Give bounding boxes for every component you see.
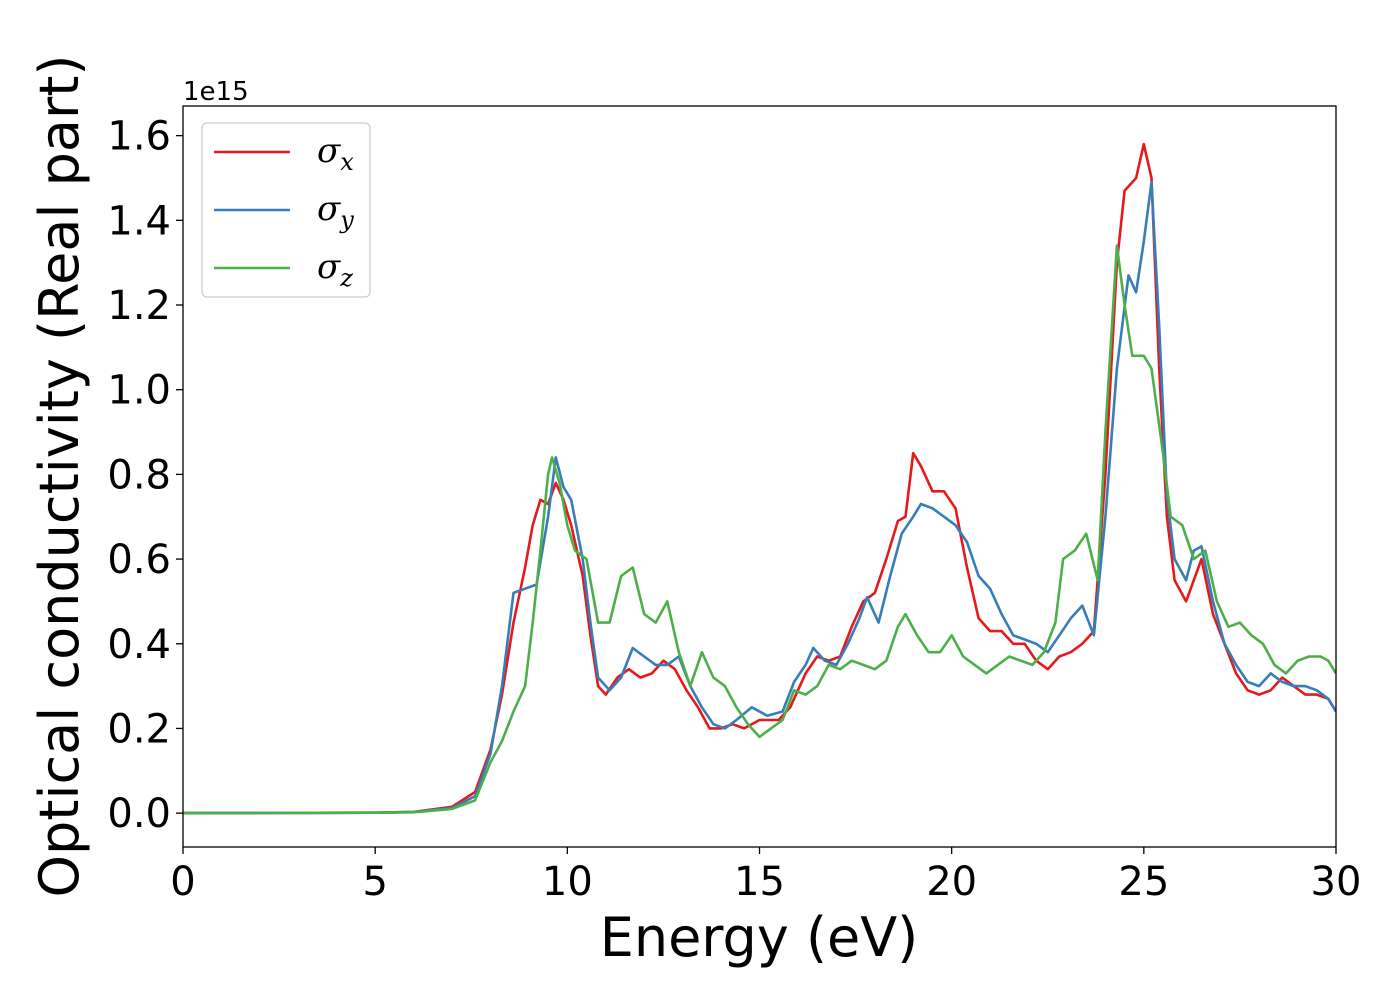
x-tick-label: 0 <box>170 859 195 905</box>
y-axis: 0.0 0.2 0.4 0.6 0.8 1.0 1.2 1.4 1.6 <box>107 114 183 837</box>
x-axis-label: Energy (eV) <box>600 906 919 969</box>
y-tick-label: 1.6 <box>107 114 171 160</box>
y-tick-label: 0.4 <box>107 622 171 668</box>
x-tick-label: 30 <box>1311 859 1362 905</box>
y-tick-label: 0.2 <box>107 706 171 752</box>
series-layer <box>183 142 1336 815</box>
series-line-z <box>183 244 1336 815</box>
series-line-x <box>183 142 1336 815</box>
y-axis-label: Optical conductivity (Real part) <box>28 55 91 898</box>
x-tick-label: 20 <box>926 859 977 905</box>
series-line-y <box>183 180 1336 815</box>
y-offset-label: 1e15 <box>183 77 249 107</box>
x-axis: 0 5 10 15 20 25 30 <box>170 847 1361 905</box>
x-tick-label: 15 <box>734 859 785 905</box>
x-tick-label: 5 <box>362 859 387 905</box>
y-tick-label: 0.0 <box>107 791 171 837</box>
y-tick-label: 1.2 <box>107 283 171 329</box>
x-tick-label: 10 <box>542 859 593 905</box>
legend-label-x: σx <box>317 131 354 176</box>
y-tick-label: 0.8 <box>107 452 171 498</box>
y-tick-label: 1.0 <box>107 368 171 414</box>
y-tick-label: 0.6 <box>107 537 171 583</box>
x-tick-label: 25 <box>1118 859 1169 905</box>
y-tick-label: 1.4 <box>107 198 171 244</box>
